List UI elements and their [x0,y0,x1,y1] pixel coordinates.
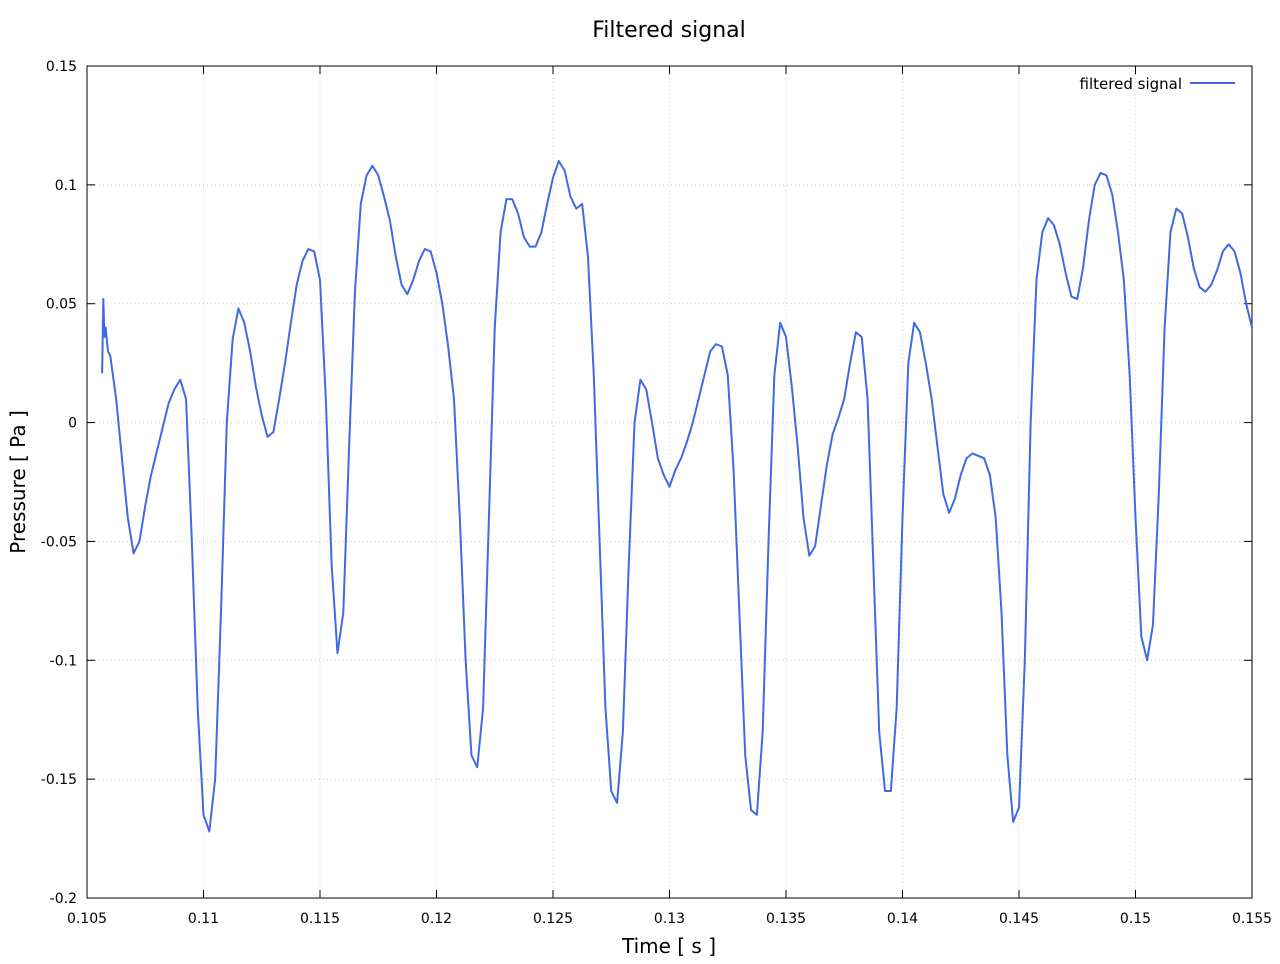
x-axis-label: Time [ s ] [621,934,716,958]
y-tick-label: 0.15 [46,59,77,75]
y-tick-label: 0.05 [46,297,77,313]
x-tick-label: 0.12 [421,911,452,927]
x-tick-label: 0.155 [1232,911,1272,927]
axis-ticks: 0.105 0.11 0.115 0.12 0.125 0.13 0.135 0.14 0.14… [41,59,1272,927]
y-axis-label: Pressure [ Pa ] [6,410,30,554]
y-tick-label: -0.15 [41,772,77,788]
x-tick-label: 0.135 [766,911,806,927]
grid [87,66,1252,898]
y-tick-label: 0 [68,416,77,432]
x-tick-label: 0.15 [1120,911,1151,927]
legend: filtered signal [1080,75,1235,93]
x-tick-label: 0.14 [887,911,918,927]
x-tick-label: 0.115 [300,911,340,927]
x-tick-label: 0.11 [188,911,219,927]
series-layer [101,160,1253,833]
x-tick-label: 0.125 [533,911,573,927]
x-tick-label: 0.13 [654,911,685,927]
chart-title: Filtered signal [592,18,746,43]
x-tick-label: 0.145 [999,911,1039,927]
legend-label-filtered-signal: filtered signal [1080,75,1182,93]
y-tick-label: -0.1 [50,653,77,669]
y-tick-label: 0.1 [55,178,77,194]
y-tick-label: -0.2 [50,891,77,907]
x-tick-label: 0.105 [67,911,107,927]
y-tick-label: -0.05 [41,534,77,550]
series-line-filtered-signal [101,160,1253,833]
